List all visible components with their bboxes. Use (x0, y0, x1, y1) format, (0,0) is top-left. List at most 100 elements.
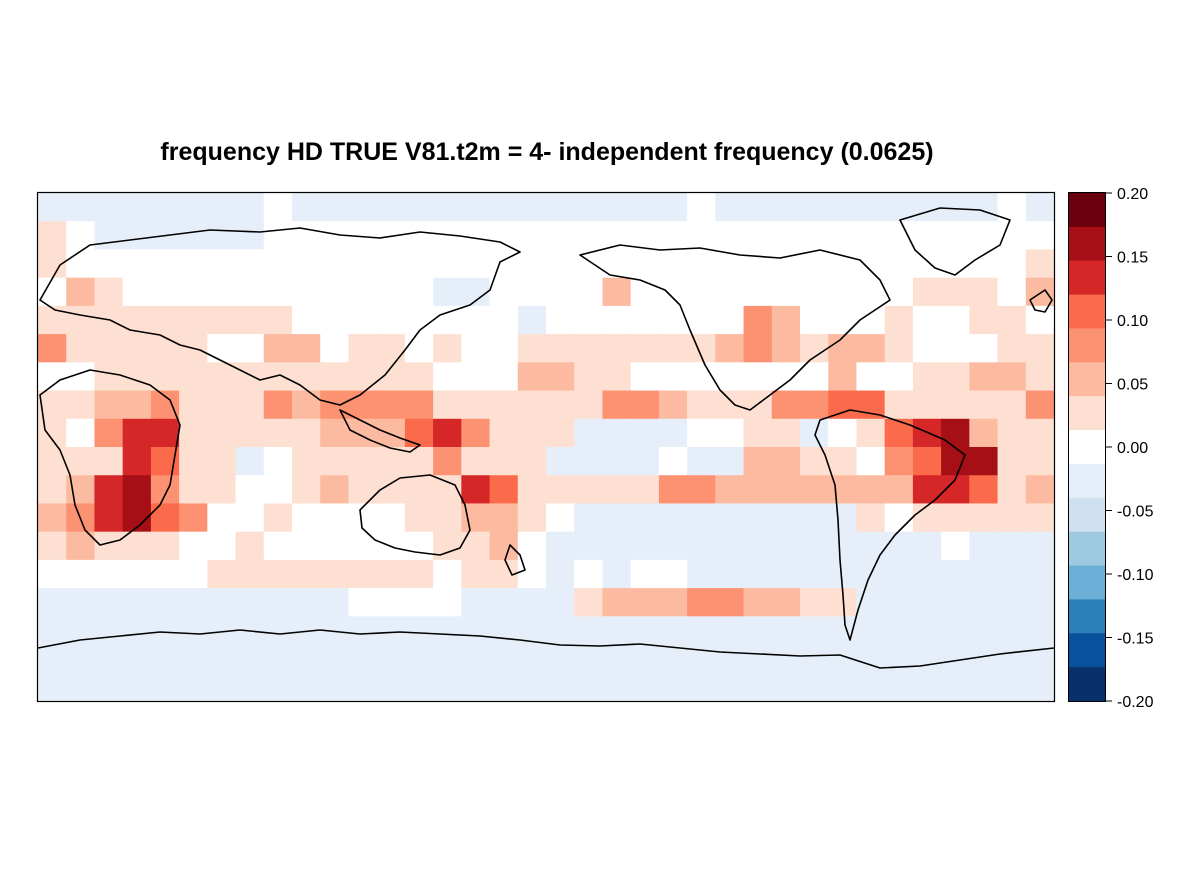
colorbar-bin (1069, 497, 1105, 533)
heatmap-cell (687, 305, 716, 335)
heatmap-cell (912, 221, 942, 251)
heatmap-cell (743, 503, 773, 533)
heatmap-cell (884, 305, 914, 335)
heatmap-cell (66, 334, 96, 363)
heatmap-cell (743, 588, 773, 617)
heatmap-cell (94, 559, 124, 589)
heatmap-cell (404, 644, 434, 674)
heatmap-cell (546, 362, 575, 392)
colorbar-bin (1069, 667, 1105, 702)
heatmap-cell (1025, 559, 1055, 589)
heatmap-cell (743, 644, 773, 674)
heatmap-cell (602, 193, 632, 222)
heatmap-cell (179, 362, 208, 392)
colorbar-tick-label: 0.05 (1117, 377, 1148, 394)
heatmap-cell (856, 447, 886, 476)
heatmap-cell (574, 193, 604, 222)
heatmap-cell (489, 305, 519, 335)
heatmap-cell (941, 277, 970, 307)
heatmap-cell (207, 447, 237, 476)
heatmap-cell (800, 221, 829, 251)
heatmap-cell (150, 531, 180, 561)
heatmap-cell (574, 221, 604, 251)
colorbar-tick-label: 0.10 (1117, 313, 1148, 330)
heatmap-cell (658, 362, 688, 392)
heatmap-cell (207, 193, 237, 222)
heatmap-cell (800, 672, 829, 702)
heatmap-cell (800, 305, 829, 335)
heatmap-cell (715, 616, 745, 646)
heatmap-cell (376, 559, 406, 589)
heatmap-cell (715, 588, 745, 617)
heatmap-cell (263, 475, 293, 505)
heatmap-cell (461, 447, 491, 476)
heatmap-cell (715, 362, 745, 392)
coastlines (37, 207, 1055, 669)
heatmap-cell (348, 616, 378, 646)
heatmap-cell (715, 447, 745, 476)
heatmap-cell (912, 616, 942, 646)
heatmap-cell (856, 644, 886, 674)
heatmap-cell (941, 362, 970, 392)
heatmap-cell (800, 334, 829, 363)
heatmap-cell (969, 475, 999, 505)
heatmap-cell (743, 193, 773, 222)
heatmap-cell (292, 221, 321, 251)
heatmap-cell (912, 390, 942, 420)
heatmap-cell (1025, 249, 1055, 279)
heatmap-cell (38, 475, 67, 505)
heatmap-cell (263, 447, 293, 476)
heatmap-cell (376, 672, 406, 702)
heatmap-cell (66, 559, 96, 589)
heatmap-cell (912, 447, 942, 476)
heatmap-cell (320, 334, 350, 363)
heatmap-cell (292, 559, 321, 589)
heatmap-cell (546, 672, 575, 702)
heatmap-cell (800, 447, 829, 476)
heatmap-cell (743, 616, 773, 646)
heatmap-cell (320, 559, 350, 589)
heatmap-cell (376, 305, 406, 335)
heatmap-cell (687, 531, 716, 561)
heatmap-cell (546, 503, 575, 533)
heatmap-cell (884, 447, 914, 476)
heatmap-cell (263, 644, 293, 674)
heatmap-cell (997, 503, 1027, 533)
heatmap-cell (66, 390, 96, 420)
heatmap-cell (997, 588, 1027, 617)
heatmap-cell (94, 503, 124, 533)
heatmap-cell (207, 503, 237, 533)
heatmap-cell (263, 418, 293, 448)
heatmap-cell (658, 559, 688, 589)
heatmap-cell (969, 249, 999, 279)
heatmap-cell (94, 644, 124, 674)
heatmap-cell (122, 531, 152, 561)
heatmap-cell (546, 390, 575, 420)
heatmap-cell (150, 503, 180, 533)
heatmap-cell (658, 249, 688, 279)
heatmap-cell (1025, 503, 1055, 533)
heatmap-cell (292, 334, 321, 363)
colorbar-bin (1069, 565, 1105, 600)
heatmap-cell (602, 644, 632, 674)
heatmap-cell (715, 644, 745, 674)
heatmap-cell (828, 221, 858, 251)
heatmap-cell (546, 644, 575, 674)
heatmap-cell (292, 475, 321, 505)
heatmap-cell (207, 644, 237, 674)
heatmap-cell (1025, 672, 1055, 702)
heatmap-cell (38, 588, 67, 617)
heatmap-cell (461, 475, 491, 505)
heatmap-cell (404, 334, 434, 363)
heatmap-cell (715, 277, 745, 307)
heatmap-cell (828, 418, 858, 448)
heatmap-cell (546, 475, 575, 505)
heatmap-cell (1025, 418, 1055, 448)
heatmap-cell (517, 503, 547, 533)
heatmap-cell (235, 475, 265, 505)
heatmap-cell (122, 672, 152, 702)
heatmap-cell (292, 193, 321, 222)
heatmap-cell (687, 447, 716, 476)
heatmap-cell (66, 644, 96, 674)
heatmap-cell (489, 362, 519, 392)
